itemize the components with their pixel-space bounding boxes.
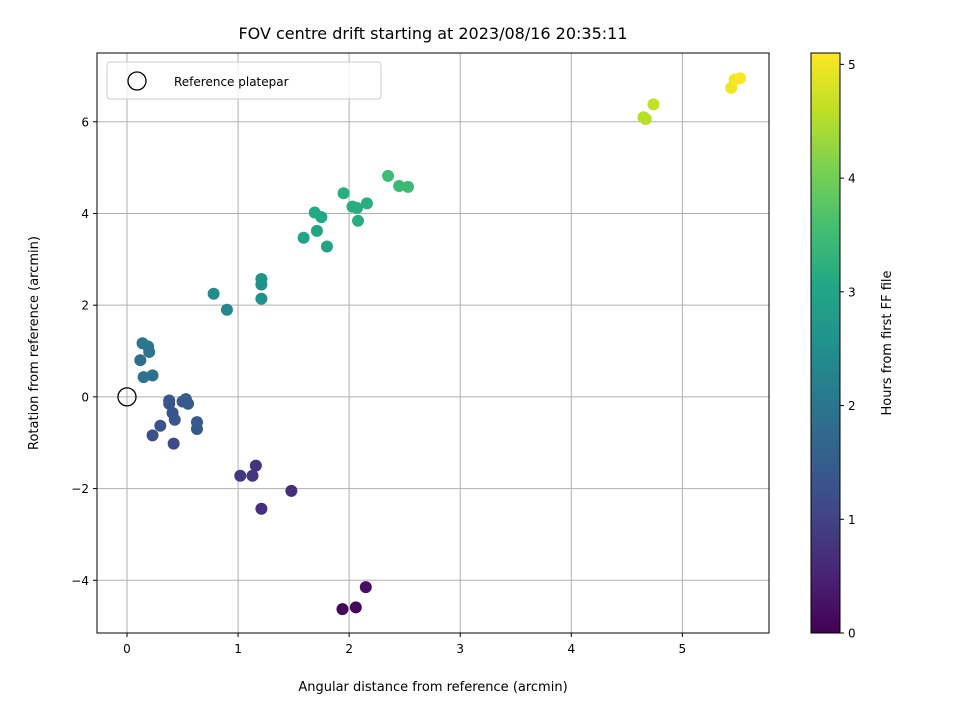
- data-point: [320, 240, 333, 253]
- data-point: [134, 354, 147, 367]
- legend-box: [106, 61, 382, 100]
- data-point: [190, 416, 203, 429]
- data-point: [255, 292, 268, 305]
- colorbar-tick-label: 2: [848, 399, 856, 413]
- data-point: [360, 197, 373, 210]
- data-point: [234, 469, 247, 482]
- x-tick-label: 5: [679, 642, 687, 656]
- y-tick-label: 0: [81, 390, 89, 404]
- data-point: [297, 231, 310, 244]
- data-point: [285, 484, 298, 497]
- data-point: [350, 201, 363, 214]
- legend: Reference platepar: [106, 61, 382, 100]
- data-point: [647, 98, 660, 111]
- data-point: [337, 187, 350, 200]
- data-point: [402, 180, 415, 193]
- data-point: [336, 603, 349, 616]
- data-point: [249, 459, 262, 472]
- data-point: [734, 72, 747, 85]
- colorbar-tick-label: 5: [848, 58, 856, 72]
- colorbar-tick-label: 3: [848, 285, 856, 299]
- data-point: [352, 214, 365, 227]
- colorbar-ticks: 0 1 2 3 4 5: [840, 58, 856, 641]
- data-point: [255, 502, 268, 515]
- data-points: [134, 72, 747, 616]
- legend-entry: Reference platepar: [174, 75, 289, 89]
- colorbar: 0 1 2 3 4 5 Hours from first FF file: [810, 52, 895, 641]
- plot-frame: [96, 52, 770, 634]
- data-point: [246, 469, 259, 482]
- y-tick-label: −2: [71, 482, 89, 496]
- data-point: [359, 581, 372, 594]
- x-tick-label: 0: [123, 642, 131, 656]
- x-tick-label: 1: [234, 642, 242, 656]
- data-point: [182, 397, 195, 410]
- y-axis-label: Rotation from reference (arcmin): [27, 236, 42, 450]
- data-point: [167, 437, 180, 450]
- data-point: [207, 287, 220, 300]
- data-point: [220, 303, 233, 316]
- y-tick-label: 4: [81, 207, 89, 221]
- chart-title: FOV centre drift starting at 2023/08/16 …: [238, 24, 627, 43]
- data-point: [310, 224, 323, 237]
- colorbar-tick-label: 1: [848, 513, 856, 527]
- colorbar-label: Hours from first FF file: [880, 270, 895, 415]
- data-point: [166, 406, 179, 419]
- data-point: [154, 419, 167, 432]
- y-tick-label: 6: [81, 115, 89, 129]
- colorbar-tick-label: 4: [848, 172, 856, 186]
- data-point: [143, 345, 156, 358]
- x-tick-label: 2: [345, 642, 353, 656]
- data-point: [146, 369, 159, 382]
- data-point: [255, 273, 268, 286]
- data-point: [639, 113, 652, 126]
- legend-marker: [127, 71, 147, 91]
- data-point: [146, 429, 159, 442]
- data-point: [137, 371, 150, 384]
- colorbar-tick-label: 0: [848, 627, 856, 641]
- y-tick-label: 2: [81, 299, 89, 313]
- x-tick-label: 3: [456, 642, 464, 656]
- y-tick-label: −4: [71, 574, 89, 588]
- reference-platepar-marker: [117, 387, 137, 407]
- data-point: [382, 169, 395, 182]
- colorbar-gradient: [810, 52, 841, 634]
- grid: [97, 53, 769, 633]
- data-point: [393, 179, 406, 192]
- data-point: [163, 394, 176, 407]
- data-point: [349, 601, 362, 614]
- x-axis: 0 1 2 3 4 5: [123, 633, 686, 656]
- y-axis: −4 −2 0 2 4 6: [71, 115, 97, 588]
- x-axis-label: Angular distance from reference (arcmin): [298, 680, 567, 695]
- x-tick-label: 4: [567, 642, 575, 656]
- data-point: [315, 211, 328, 224]
